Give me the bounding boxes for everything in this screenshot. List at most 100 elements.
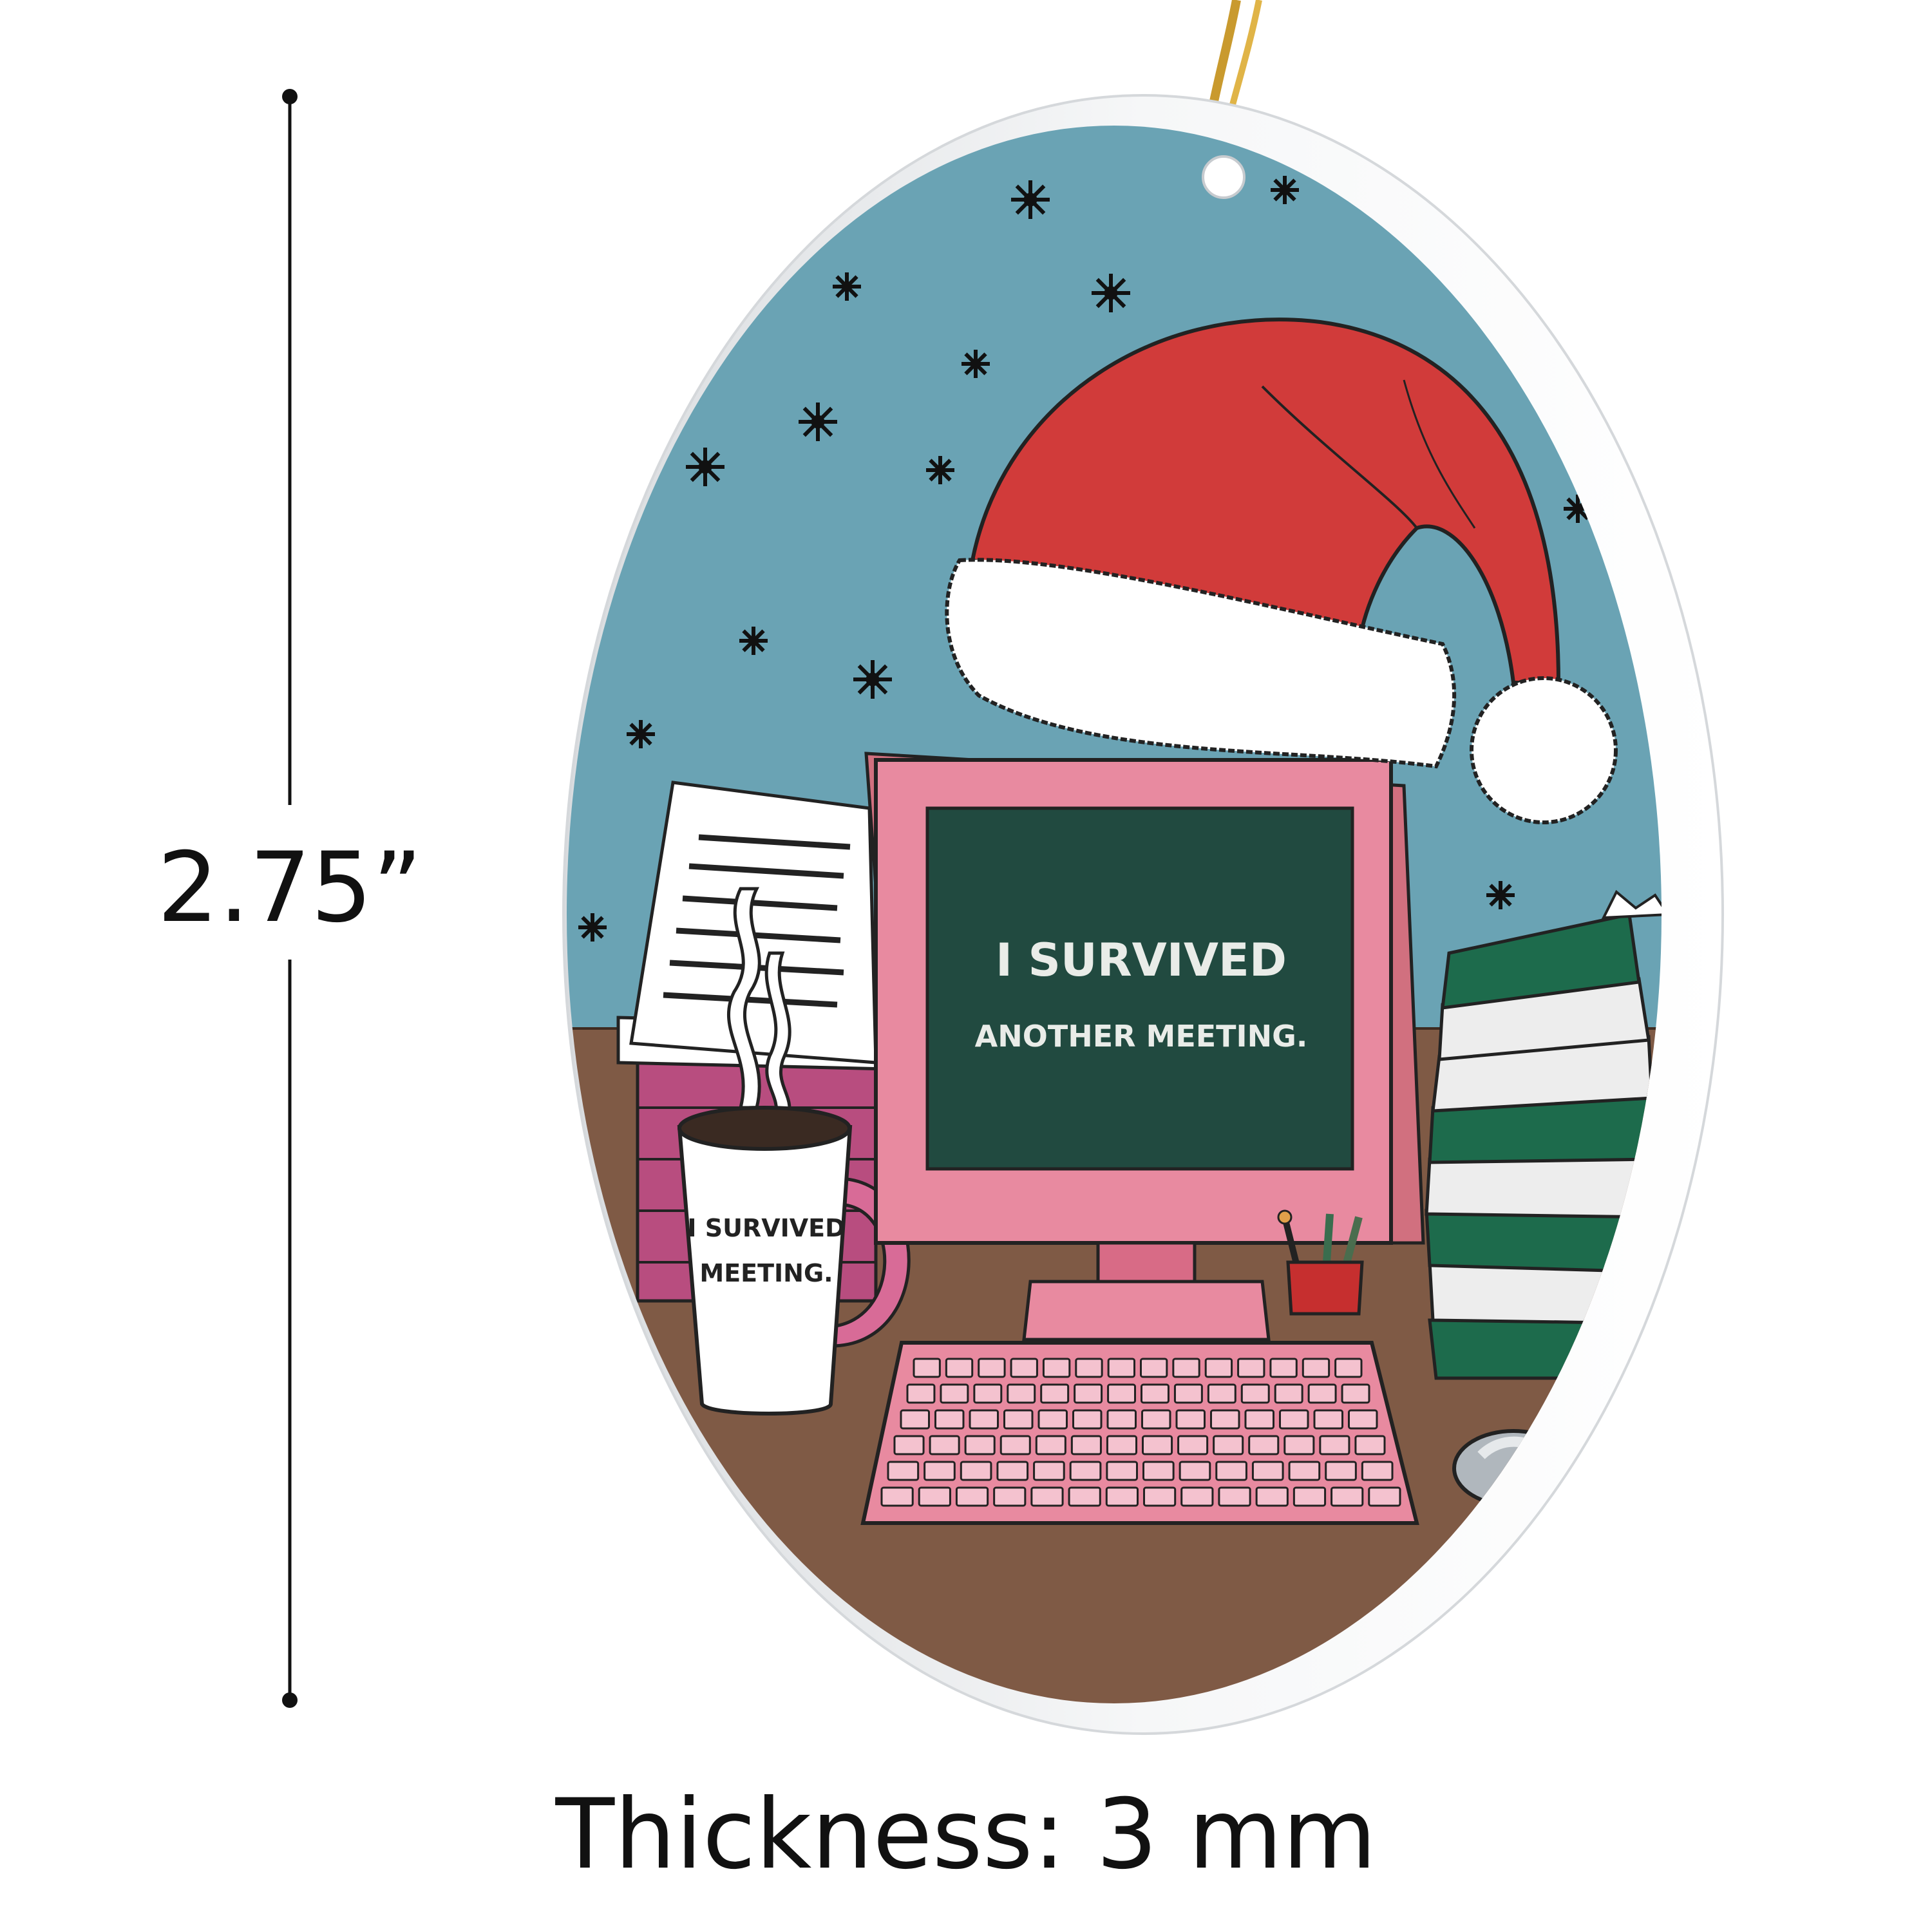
keyboard-key <box>1293 1486 1327 1507</box>
mug-text-line2: MEETING. <box>699 1259 833 1287</box>
keyboard-key <box>1361 1461 1394 1481</box>
hanging-hole <box>1202 155 1245 199</box>
monitor: I SURVIVED ANOTHER MEETING. <box>864 752 1425 1341</box>
keyboard-key <box>1251 1461 1284 1481</box>
keyboard-key <box>1107 1383 1136 1404</box>
keyboard-key <box>929 1435 960 1455</box>
screen-text-line2: ANOTHER MEETING. <box>975 1019 1308 1054</box>
snowflake-icon <box>1486 881 1515 909</box>
screen-text-line1: I SURVIVED <box>996 934 1287 987</box>
keyboard-key <box>1354 1435 1386 1455</box>
keyboard-key <box>1106 1461 1139 1481</box>
keyboard-key <box>993 1486 1027 1507</box>
santa-hat <box>945 317 1618 824</box>
snowflake-icon <box>799 402 837 441</box>
monitor-stand <box>1022 1280 1271 1341</box>
keyboard-key <box>1175 1409 1206 1430</box>
keyboard-key <box>1106 1409 1137 1430</box>
snowflake-icon <box>853 660 892 699</box>
keyboard-key <box>1213 1435 1244 1455</box>
keyboard-key <box>1283 1435 1315 1455</box>
keyboard <box>860 1341 1419 1525</box>
keyboard-key <box>1105 1486 1139 1507</box>
keyboard-key <box>1172 1358 1200 1378</box>
keyboard-key <box>1035 1435 1066 1455</box>
keyboard-key <box>940 1383 969 1404</box>
coffee-mug: I SURVIVED MEETING. <box>677 1106 911 1416</box>
keyboard-key <box>1341 1383 1370 1404</box>
pen-cup <box>1277 1209 1364 1316</box>
keyboard-key <box>934 1409 965 1430</box>
hat-pompom <box>1470 676 1618 824</box>
keyboard-key <box>1141 1383 1170 1404</box>
keyboard-key <box>1180 1486 1214 1507</box>
keyboard-key <box>1240 1383 1270 1404</box>
keyboard-key <box>1140 1358 1168 1378</box>
keyboard-key <box>1070 1435 1102 1455</box>
keyboard-key <box>1107 1358 1135 1378</box>
keyboard-key <box>1274 1383 1303 1404</box>
keyboard-key <box>1204 1358 1233 1378</box>
keyboard-key <box>1106 1435 1138 1455</box>
keyboard-key <box>1142 1435 1173 1455</box>
keyboard-key <box>1040 1383 1070 1404</box>
keyboard-key <box>1244 1409 1274 1430</box>
keyboard-key <box>1255 1486 1289 1507</box>
snowflake-icon <box>1271 176 1299 204</box>
keyboard-key <box>1177 1435 1209 1455</box>
keyboard-key <box>1334 1358 1363 1378</box>
height-dimension: 2.75” <box>157 89 422 1708</box>
keyboard-key <box>1368 1486 1401 1507</box>
keyboard-key <box>969 1409 999 1430</box>
keyboard-key <box>1007 1383 1036 1404</box>
keyboard-key <box>1042 1358 1071 1378</box>
keyboard-key <box>1218 1486 1251 1507</box>
snowflake-icon <box>627 720 655 748</box>
keyboard-key <box>1141 1409 1171 1430</box>
keyboard-key <box>955 1486 989 1507</box>
keyboard-key <box>964 1435 996 1455</box>
thickness-label: Thickness: 3 mm <box>555 1779 1377 1891</box>
snowflake-icon <box>686 448 724 486</box>
keyboard-key <box>1325 1461 1357 1481</box>
keyboard-key <box>1143 1486 1177 1507</box>
keyboard-key <box>1331 1486 1364 1507</box>
ornament: I SURVIVED MEETING. I SURVIVED ANOTHER M… <box>562 94 1724 1735</box>
keyboard-key <box>1173 1383 1203 1404</box>
keyboard-key <box>913 1358 941 1378</box>
dimension-dot-top <box>282 89 298 104</box>
keyboard-key <box>900 1409 930 1430</box>
keyboard-key <box>1313 1409 1343 1430</box>
keyboard-key <box>1215 1461 1247 1481</box>
keyboard-key <box>1179 1461 1211 1481</box>
keyboard-key <box>1037 1409 1068 1430</box>
monitor-screen <box>925 806 1354 1171</box>
keyboard-key <box>1307 1383 1337 1404</box>
keyboard-key <box>1072 1409 1103 1430</box>
keyboard-key <box>1279 1409 1309 1430</box>
keyboard-key <box>923 1461 956 1481</box>
keyboard-key <box>1033 1461 1065 1481</box>
keyboard-key <box>1003 1409 1034 1430</box>
keyboard-key <box>1068 1486 1101 1507</box>
height-label: 2.75” <box>157 832 422 944</box>
keyboard-key <box>1237 1358 1265 1378</box>
keyboard-key <box>973 1383 1003 1404</box>
keyboard-key <box>1248 1435 1280 1455</box>
keyboard-key <box>918 1486 951 1507</box>
keyboard-key <box>1269 1358 1298 1378</box>
keyboard-key <box>996 1461 1029 1481</box>
snowflake-icon <box>739 627 768 655</box>
keyboard-key <box>1075 1358 1103 1378</box>
keyboard-key <box>1210 1409 1240 1430</box>
keyboard-key <box>1010 1358 1038 1378</box>
keyboard-key <box>880 1486 914 1507</box>
keyboard-key <box>1302 1358 1331 1378</box>
snowflake-icon <box>926 456 954 484</box>
hat-brim <box>945 558 1457 769</box>
snowflake-icon <box>1011 180 1050 219</box>
keyboard-key <box>1348 1409 1378 1430</box>
keyboard-key <box>945 1358 974 1378</box>
keyboard-key <box>1207 1383 1236 1404</box>
